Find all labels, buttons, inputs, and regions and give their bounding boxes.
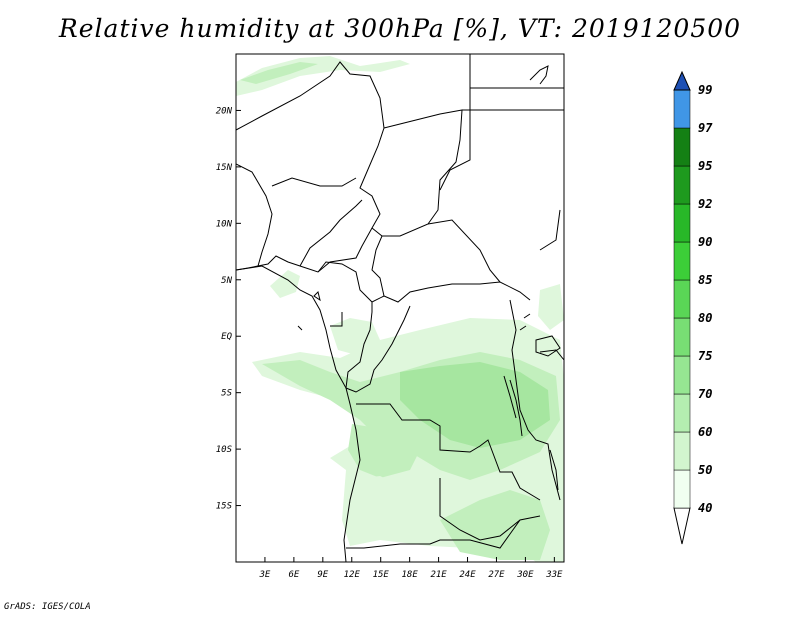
lon-tick-label: 9E <box>317 570 328 580</box>
humidity-patch-angola <box>348 424 420 478</box>
lon-tick-label: 3E <box>259 570 271 580</box>
colorbar-under-triangle <box>673 507 691 545</box>
lon-tick-label: 12E <box>344 570 361 580</box>
colorbar-label: 60 <box>698 425 712 439</box>
colorbar-box <box>673 317 691 357</box>
colorbar-box <box>673 393 691 433</box>
map-title: Relative humidity at 300hPa [%], VT: 201… <box>58 14 742 43</box>
island-bioko <box>313 291 321 302</box>
lat-tick-label: 10N <box>216 219 233 229</box>
humidity-field <box>236 56 564 562</box>
colorbar-label: 97 <box>698 121 713 135</box>
boundary-sudan <box>439 109 471 191</box>
humidity-patch-east <box>538 284 564 330</box>
colorbar-label: 80 <box>698 311 712 325</box>
boundary-nigeria-cameroon <box>271 177 363 267</box>
island-sao-tome <box>297 325 303 331</box>
humidity-patch-north <box>236 56 410 96</box>
boundary-angola-south <box>346 515 541 549</box>
boundary-southsudan <box>427 209 561 283</box>
boundary-west <box>236 61 385 273</box>
lat-tick-label: 20N <box>216 106 233 116</box>
lat-tick-label: 15S <box>216 502 233 512</box>
latitude-axis: 20N 15N 10N 5N EQ 5S 10S 15S <box>216 106 241 512</box>
colorbar-label: 90 <box>698 235 712 249</box>
colorbar-box <box>673 165 691 205</box>
boundary-libya-sudan <box>469 54 564 111</box>
colorbar-label: 70 <box>698 387 712 401</box>
coast-red-sea <box>529 65 549 85</box>
lon-tick-label: 33E <box>545 570 563 580</box>
humidity-patch-south <box>440 490 550 560</box>
lon-tick-label: 18E <box>402 570 419 580</box>
colorbar-label: 40 <box>698 501 712 515</box>
colorbar-label: 99 <box>698 83 712 97</box>
lat-tick-label: 5S <box>221 389 232 399</box>
lake-victoria <box>535 335 561 357</box>
boundary-niger-chad <box>371 109 463 237</box>
plot-frame <box>235 53 565 563</box>
boundary-car <box>371 235 531 303</box>
boundary-zambia <box>439 478 521 541</box>
boundary-east-lakes <box>509 299 564 501</box>
humidity-patch-cameroon <box>270 270 300 298</box>
humidity-patch-gabon <box>330 318 380 356</box>
colorbar-over-triangle <box>673 70 691 91</box>
grads-credit: GrADS: IGES/COLA <box>4 602 91 612</box>
lon-tick-label: 15E <box>373 570 390 580</box>
colorbar-box <box>673 355 691 395</box>
colorbar-box <box>673 203 691 243</box>
colorbar-box <box>673 431 691 471</box>
coast-sinai <box>529 65 549 85</box>
lat-tick-label: 10S <box>216 445 233 455</box>
colorbar: 40 50 60 70 75 80 85 90 92 95 97 99 <box>673 70 713 545</box>
colorbar-box <box>673 469 691 509</box>
coast-north-mauritania <box>236 163 273 267</box>
lat-tick-label: 5N <box>221 276 232 286</box>
lat-tick-label: EQ <box>221 332 232 342</box>
boundary-drc-angola <box>356 403 541 501</box>
colorbar-box <box>673 89 691 129</box>
boundary-congo <box>345 302 411 393</box>
humidity-patch-southwest <box>346 476 420 540</box>
lon-tick-label: 6E <box>288 570 299 580</box>
country-boundaries <box>236 54 564 562</box>
longitude-axis: 3E 6E 9E 12E 15E 18E 21E 24E 27E 30E 33E <box>259 557 563 580</box>
coastline-gulf-guinea <box>236 265 361 562</box>
colorbar-box <box>673 127 691 167</box>
lon-tick-label: 24E <box>459 570 476 580</box>
lon-tick-label: 27E <box>488 570 505 580</box>
lake-east-small <box>519 313 531 331</box>
humidity-patch-north-inner <box>240 62 318 84</box>
colorbar-box <box>673 241 691 281</box>
colorbar-label: 95 <box>698 159 712 173</box>
colorbar-box <box>673 279 691 319</box>
lon-tick-label: 21E <box>430 570 447 580</box>
humidity-patch-congo <box>400 362 550 448</box>
lake-tanganyika <box>503 375 523 437</box>
lon-tick-label: 30E <box>516 570 534 580</box>
lake-malawi <box>549 449 559 491</box>
lat-tick-label: 15N <box>216 163 233 173</box>
colorbar-label: 50 <box>698 463 712 477</box>
colorbar-label: 85 <box>698 273 712 287</box>
colorbar-label: 92 <box>698 197 712 211</box>
colorbar-label: 75 <box>698 349 712 363</box>
